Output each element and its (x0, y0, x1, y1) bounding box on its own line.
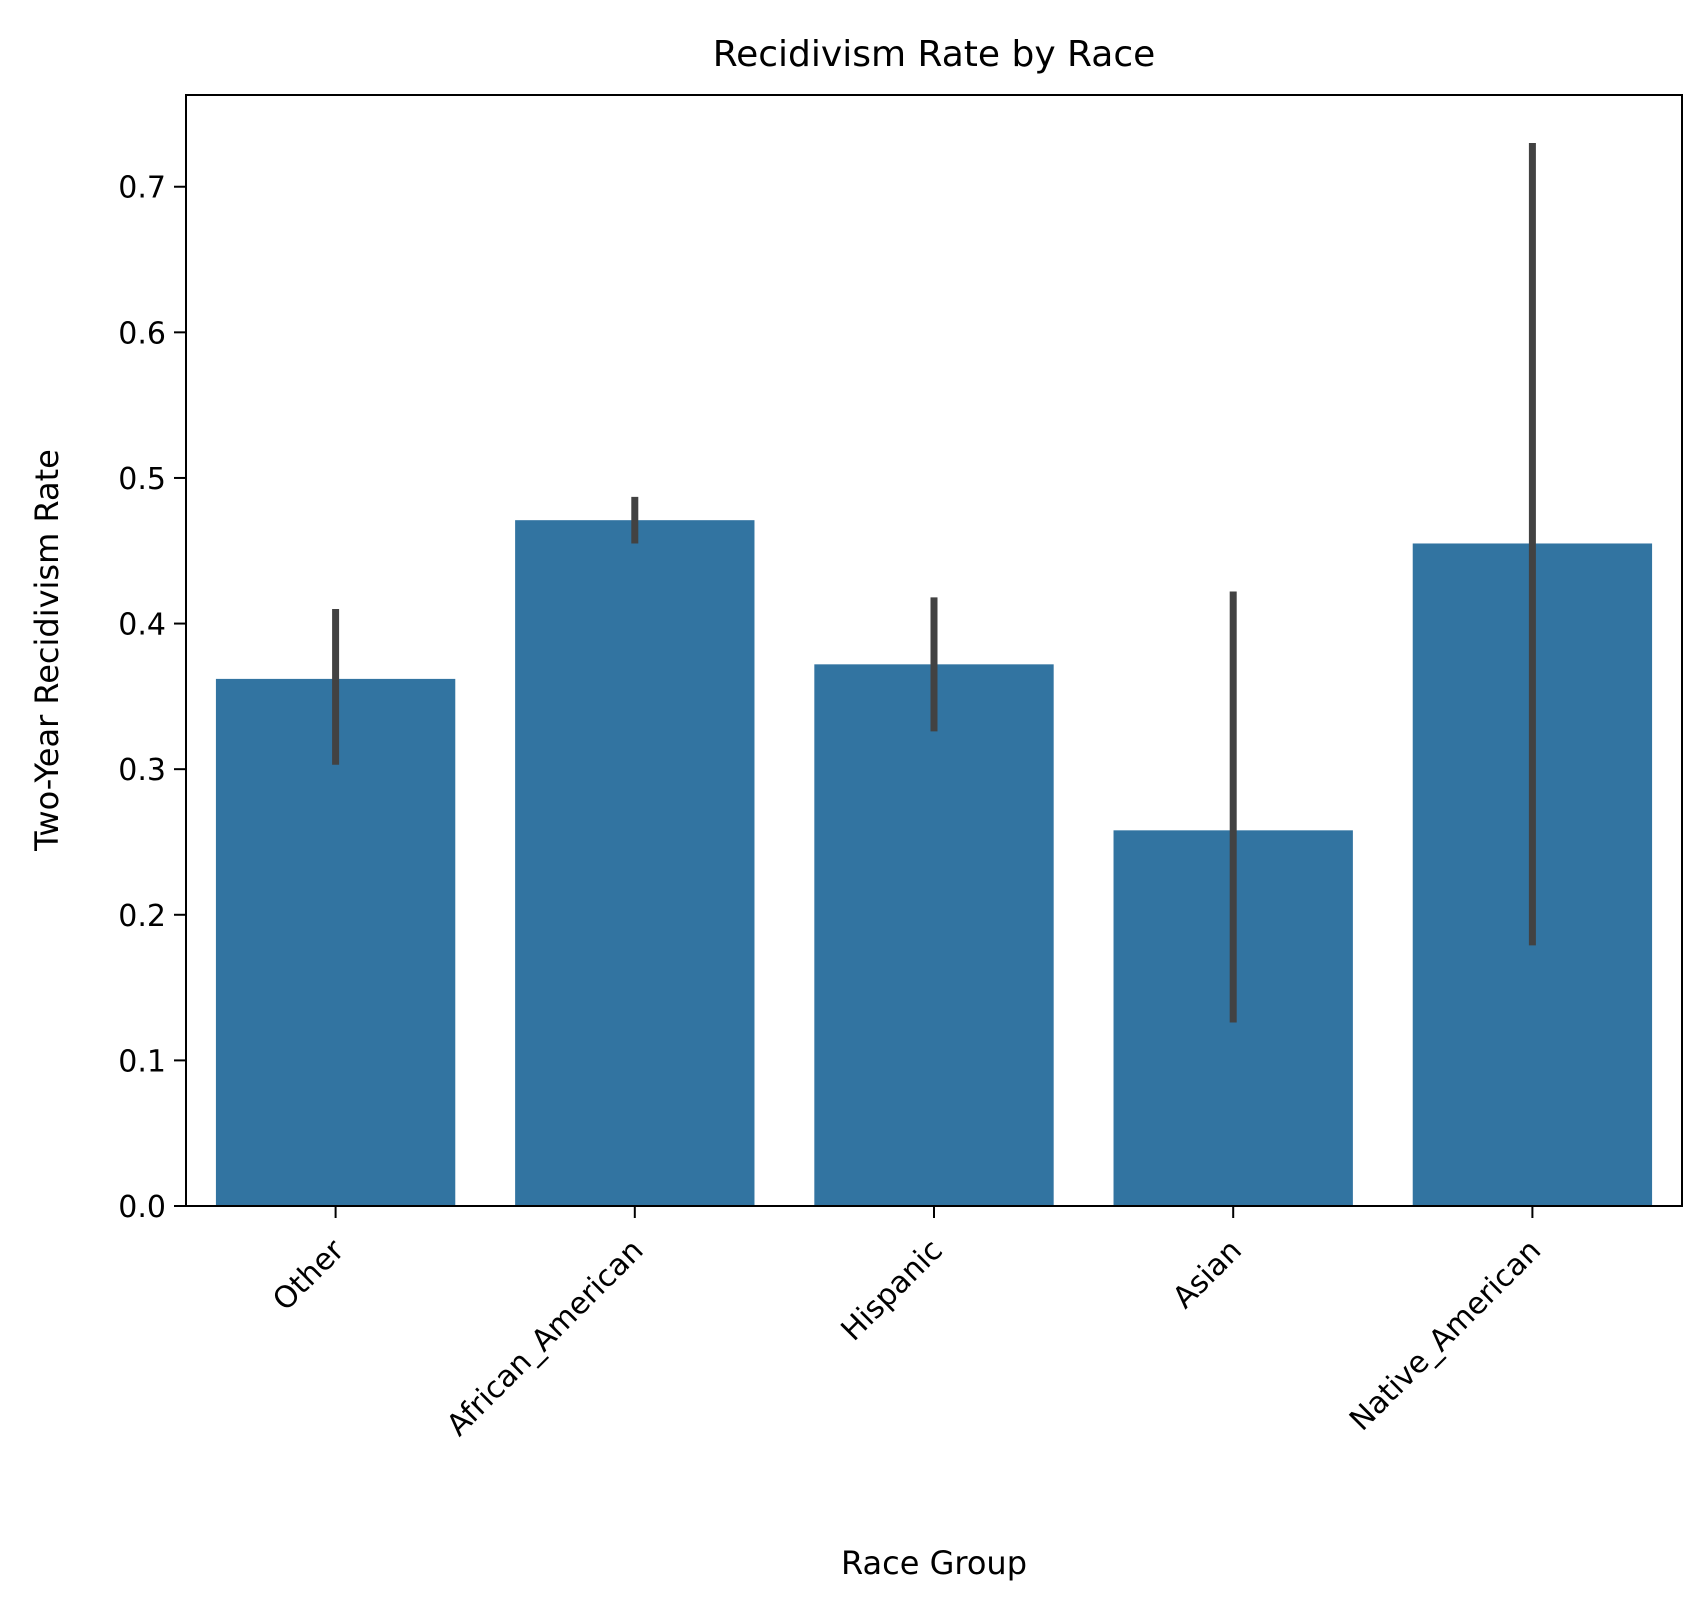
x-tick-label: Other (266, 1232, 351, 1317)
x-tick-label: Native_American (1343, 1233, 1548, 1438)
chart-title: Recidivism Rate by Race (713, 34, 1156, 75)
y-tick-label: 0.6 (118, 316, 166, 351)
y-axis-label: Two-Year Recidivism Rate (28, 449, 66, 852)
y-tick-label: 0.2 (118, 899, 166, 934)
y-tick-label: 0.0 (118, 1190, 166, 1225)
x-tick-label: Hispanic (835, 1233, 950, 1348)
bar-african-american (515, 520, 755, 1206)
y-tick-label: 0.7 (118, 171, 166, 206)
y-tick-label: 0.1 (118, 1044, 166, 1079)
y-tick-label: 0.3 (118, 753, 166, 788)
y-tick-label: 0.5 (118, 462, 166, 497)
y-tick-label: 0.4 (118, 608, 166, 643)
x-tick-label: Asian (1166, 1233, 1249, 1316)
x-tick-label: African_American (440, 1233, 650, 1443)
plot-marks (215, 143, 1653, 1206)
x-axis-label: Race Group (841, 1544, 1027, 1582)
bar-other (215, 678, 456, 1206)
bar-hispanic (814, 664, 1054, 1206)
